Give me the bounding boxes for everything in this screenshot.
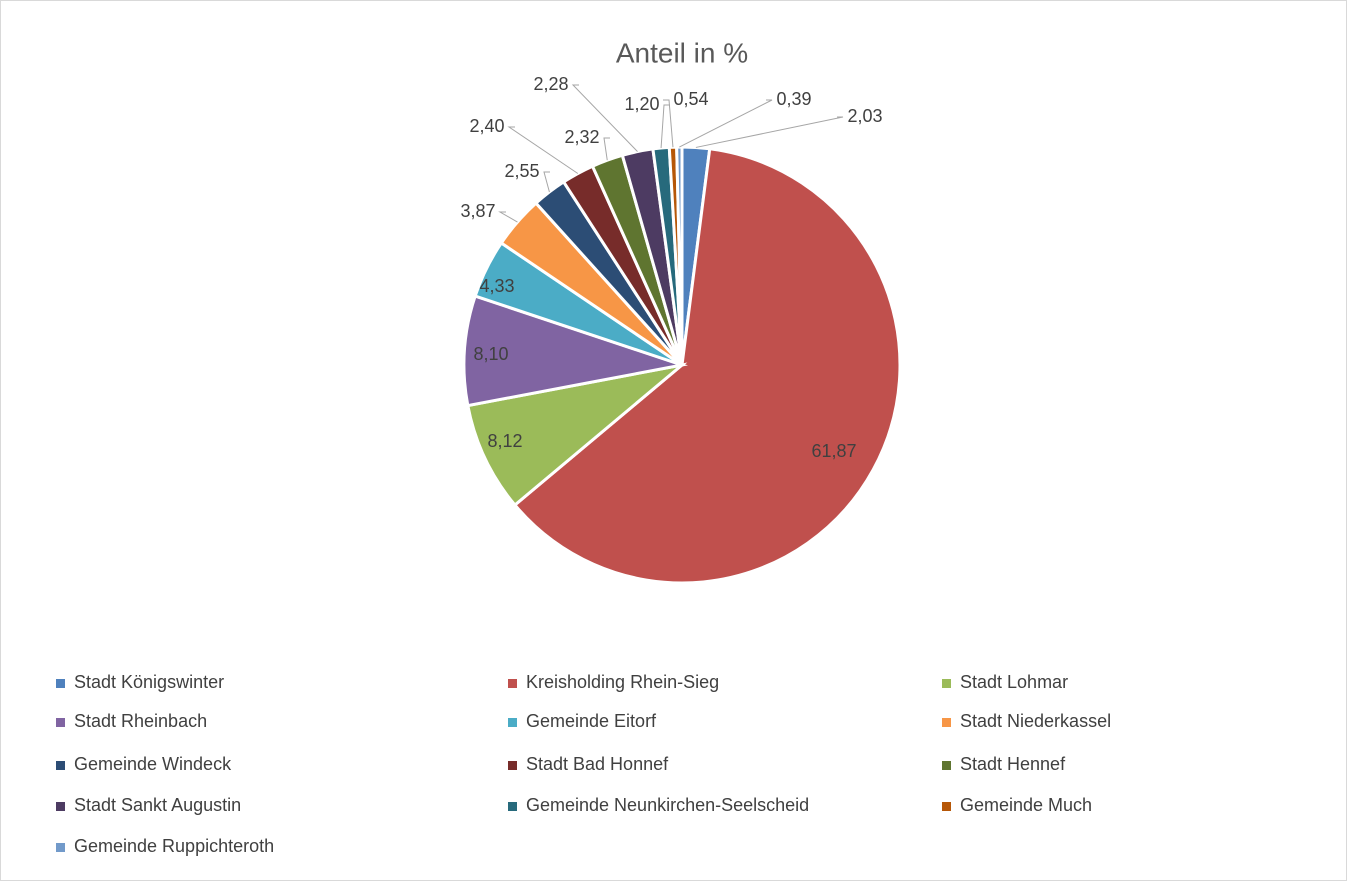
legend-swatch: [942, 802, 951, 811]
legend-swatch: [942, 718, 951, 727]
legend-swatch: [56, 761, 65, 770]
legend-label: Stadt Bad Honnef: [526, 754, 669, 774]
legend-label: Gemeinde Eitorf: [526, 711, 657, 731]
data-label: 3,87: [460, 201, 495, 221]
data-label: 2,32: [564, 127, 599, 147]
chart-title: Anteil in %: [616, 37, 748, 68]
data-label: 0,39: [776, 89, 811, 109]
pie-slice: [462, 294, 688, 408]
leader-line: [603, 137, 610, 161]
leader-line: [695, 116, 844, 148]
legend-swatch: [508, 718, 517, 727]
data-label: 2,40: [469, 116, 504, 136]
legend-label: Stadt Rheinbach: [74, 711, 207, 731]
data-label: 8,12: [487, 431, 522, 451]
data-label: 2,03: [847, 106, 882, 126]
legend-swatch: [56, 718, 65, 727]
legend-swatch: [508, 802, 517, 811]
leader-line: [679, 99, 773, 148]
data-label: 2,28: [533, 74, 568, 94]
legend-label: Kreisholding Rhein-Sieg: [526, 672, 719, 692]
data-label: 0,54: [673, 89, 708, 109]
leader-line: [663, 99, 674, 148]
legend-label: Stadt Lohmar: [960, 672, 1068, 692]
data-label: 61,87: [811, 441, 856, 461]
leader-line: [660, 104, 670, 149]
legend-label: Gemeinde Ruppichteroth: [74, 836, 274, 856]
data-label: 4,33: [479, 276, 514, 296]
legend-swatch: [942, 761, 951, 770]
legend-swatch: [508, 761, 517, 770]
leader-line: [498, 211, 518, 223]
legend-label: Stadt Sankt Augustin: [74, 795, 241, 815]
legend-swatch: [942, 679, 951, 688]
legend-swatch: [56, 843, 65, 852]
legend-label: Gemeinde Much: [960, 795, 1092, 815]
legend-label: Stadt Königswinter: [74, 672, 224, 692]
data-label: 8,10: [473, 344, 508, 364]
legend-swatch: [56, 802, 65, 811]
legend-label: Gemeinde Neunkirchen-Seelscheid: [526, 795, 809, 815]
legend-label: Gemeinde Windeck: [74, 754, 232, 774]
data-label: 1,20: [624, 94, 659, 114]
pie-slice: [512, 147, 902, 585]
legend-swatch: [508, 679, 517, 688]
leader-line: [507, 126, 579, 174]
pie-slice: [466, 362, 688, 508]
legend-label: Stadt Niederkassel: [960, 711, 1111, 731]
legend-label: Stadt Hennef: [960, 754, 1066, 774]
leader-line: [543, 171, 550, 193]
legend-swatch: [56, 679, 65, 688]
leader-line: [571, 84, 638, 152]
data-label: 2,55: [504, 161, 539, 181]
